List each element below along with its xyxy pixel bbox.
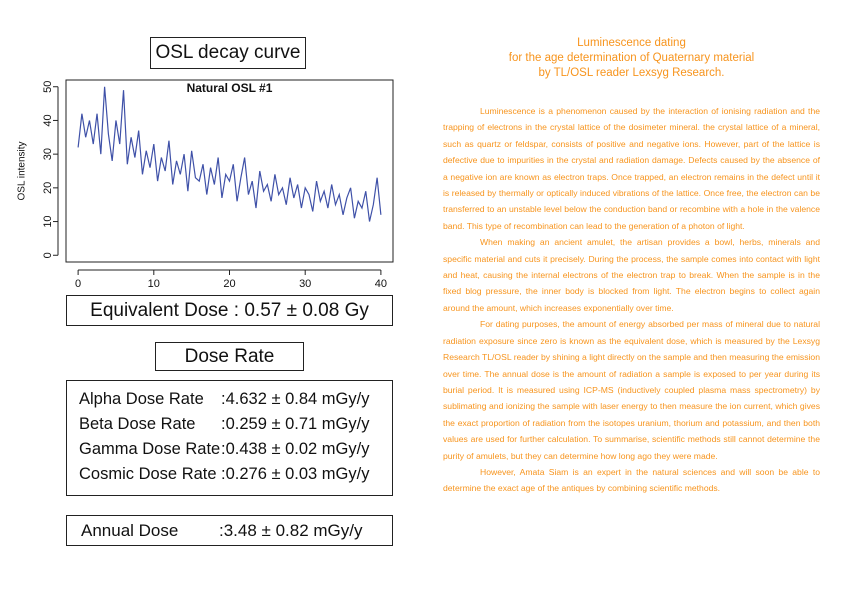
y-tick-label: 50 bbox=[42, 81, 54, 93]
annual-dose-box: Annual Dose :3.48 ± 0.82 mGy/y bbox=[66, 515, 393, 546]
osl-curve bbox=[77, 86, 382, 222]
article-title: Luminescence dating for the age determina… bbox=[443, 36, 820, 81]
dose-rate-box: Alpha Dose Rate :4.632 ± 0.84 mGy/y Beta D… bbox=[66, 380, 393, 496]
y-tick-label: 30 bbox=[42, 148, 54, 160]
annual-dose-value: :3.48 ± 0.82 mGy/y bbox=[219, 520, 363, 540]
dose-rate-row: Beta Dose Rate :0.259 ± 0.71 mGy/y bbox=[79, 412, 392, 437]
y-tick-label: 0 bbox=[42, 252, 54, 258]
x-tick-label: 0 bbox=[75, 278, 81, 290]
dose-rate-row: Gamma Dose Rate:0.438 ± 0.02 mGy/y bbox=[79, 437, 392, 462]
article: Luminescence dating for the age determina… bbox=[443, 36, 820, 497]
article-title-line: Luminescence dating bbox=[577, 37, 686, 49]
y-axis-label: OSL intensity bbox=[17, 141, 28, 200]
y-tick-label: 40 bbox=[42, 114, 54, 126]
x-tick-label: 40 bbox=[375, 278, 387, 290]
dose-rate-title: Dose Rate bbox=[184, 345, 275, 367]
dose-rate-value: :0.259 ± 0.71 mGy/y bbox=[221, 415, 370, 433]
article-title-line: for the age determination of Quaternary … bbox=[508, 52, 755, 64]
equivalent-dose-value: : 0.57 ± 0.08 Gy bbox=[233, 299, 369, 321]
dose-rate-label: Gamma Dose Rate bbox=[79, 440, 221, 458]
dose-rate-label: Cosmic Dose Rate bbox=[79, 465, 217, 483]
x-tick-label: 30 bbox=[299, 278, 311, 290]
equivalent-dose-box: Equivalent Dose : 0.57 ± 0.08 Gy bbox=[66, 295, 393, 326]
x-tick-label: 10 bbox=[148, 278, 160, 290]
dose-rate-value: :0.438 ± 0.02 mGy/y bbox=[221, 440, 370, 458]
dose-rate-title-box: Dose Rate bbox=[155, 342, 304, 371]
y-tick-label: 10 bbox=[42, 215, 54, 227]
dose-rate-row: Cosmic Dose Rate:0.276 ± 0.03 mGy/y bbox=[79, 462, 392, 487]
dose-rate-label: Beta Dose Rate bbox=[79, 415, 196, 433]
article-paragraph: However, Amata Siam is an expert in the … bbox=[443, 466, 820, 494]
chart-title-box: OSL decay curve bbox=[150, 37, 306, 69]
dose-rate-value: :4.632 ± 0.84 mGy/y bbox=[221, 390, 370, 408]
plot-frame bbox=[65, 79, 394, 263]
dose-rate-label: Alpha Dose Rate bbox=[79, 390, 204, 408]
plot-title: Natural OSL #1 bbox=[187, 81, 273, 95]
chart-box-title: OSL decay curve bbox=[155, 42, 301, 63]
y-tick-label: 20 bbox=[42, 182, 54, 194]
dose-rate-value: :0.276 ± 0.03 mGy/y bbox=[221, 465, 370, 483]
article-paragraph: When making an ancient amulet, the artis… bbox=[443, 237, 820, 313]
article-title-line: by TL/OSL reader Lexsyg Research. bbox=[538, 67, 725, 79]
x-tick-label: 20 bbox=[223, 278, 235, 290]
article-paragraph: For dating purposes, the amount of energ… bbox=[443, 319, 820, 461]
dose-rate-row: Alpha Dose Rate :4.632 ± 0.84 mGy/y bbox=[79, 387, 392, 412]
chart: Natural OSL #1 OSL intensity 0 10 20 30 40 50 0 1… bbox=[17, 79, 394, 290]
article-paragraph: Luminescence is a phenomenon caused by t… bbox=[443, 106, 820, 231]
equivalent-dose-label: Equivalent Dose bbox=[90, 299, 229, 321]
annual-dose-label: Annual Dose bbox=[81, 520, 179, 540]
